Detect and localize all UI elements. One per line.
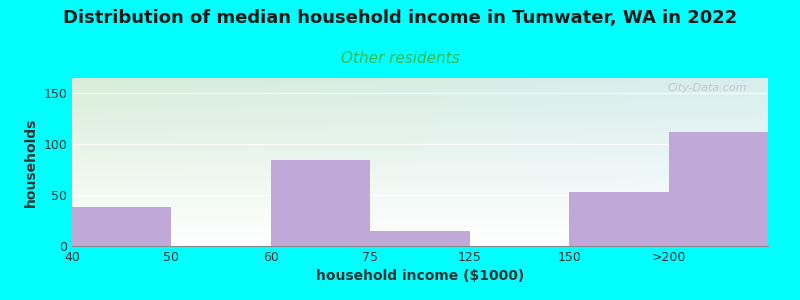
Bar xyxy=(72,207,171,246)
Y-axis label: households: households xyxy=(24,117,38,207)
Bar xyxy=(271,160,370,246)
Text: Distribution of median household income in Tumwater, WA in 2022: Distribution of median household income … xyxy=(63,9,737,27)
Bar xyxy=(669,132,768,246)
X-axis label: household income ($1000): household income ($1000) xyxy=(316,269,524,284)
Bar xyxy=(370,231,470,246)
Bar xyxy=(569,192,669,246)
Text: Other residents: Other residents xyxy=(341,51,459,66)
Text: City-Data.com: City-Data.com xyxy=(668,83,747,93)
